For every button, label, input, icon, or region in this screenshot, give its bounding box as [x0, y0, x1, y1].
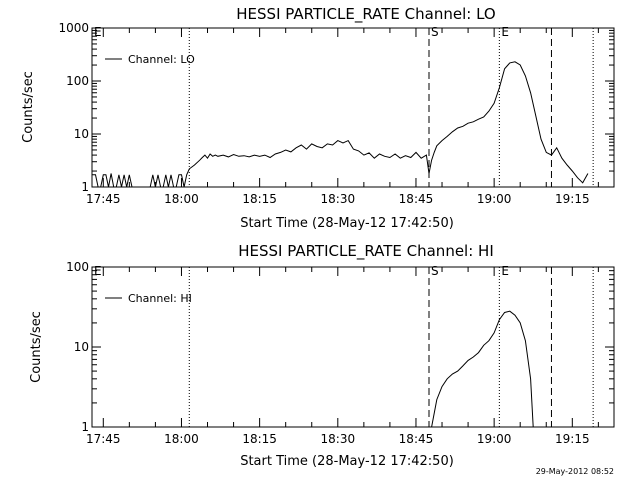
y-tick-label: 100 [66, 74, 89, 88]
x-axis-label: Start Time (28-May-12 17:42:50) [240, 454, 454, 469]
series-line [431, 310, 534, 428]
series-layer [92, 61, 589, 188]
x-tick-label: 17:45 [86, 432, 121, 446]
legend: Channel: HI [105, 292, 192, 305]
marker-label: S [431, 25, 439, 39]
axis-ticks: 1 10 100 17:45 18:00 18:15 18:30 18:45 19:00 19:1… [66, 260, 614, 446]
y-axis-label: Counts/sec [21, 71, 36, 143]
plot-frame [91, 266, 615, 428]
chart-panel-hi: HESSI PARTICLE_RATE Channel: HI Counts/s… [29, 242, 615, 469]
marker-lines [91, 28, 594, 187]
x-tick-label: 18:30 [321, 432, 356, 446]
y-axis-label: Counts/sec [29, 311, 44, 383]
plot-frame [91, 27, 615, 188]
y-tick-label: 10 [74, 340, 89, 354]
legend: Channel: LO [105, 53, 195, 66]
y-tick-label: 100 [66, 260, 89, 274]
x-tick-label: 19:15 [555, 192, 590, 206]
legend-label-lo: Channel: LO [128, 53, 195, 66]
x-tick-label: 17:45 [86, 192, 121, 206]
chart-title: HESSI PARTICLE_RATE Channel: LO [236, 5, 495, 24]
y-tick-label: 10 [74, 127, 89, 141]
marker-label: S [431, 264, 439, 278]
x-axis-label: Start Time (28-May-12 17:42:50) [240, 216, 454, 231]
y-tick-label: 1000 [58, 21, 89, 35]
x-tick-label: 18:00 [164, 192, 199, 206]
y-tick-label: 1 [81, 180, 89, 194]
chart-panel-lo: HESSI PARTICLE_RATE Channel: LO Counts/s… [21, 5, 615, 231]
x-tick-label: 19:15 [555, 432, 590, 446]
marker-label: E [94, 25, 102, 39]
chart-title: HESSI PARTICLE_RATE Channel: HI [238, 242, 494, 261]
x-tick-label: 19:00 [477, 192, 512, 206]
x-tick-label: 18:15 [242, 192, 277, 206]
x-tick-label: 18:15 [242, 432, 277, 446]
x-tick-label: 18:00 [164, 432, 199, 446]
x-tick-label: 18:30 [321, 192, 356, 206]
x-tick-label: 19:00 [477, 432, 512, 446]
marker-label: E [501, 25, 509, 39]
legend-label-hi: Channel: HI [128, 292, 192, 305]
series-line [92, 61, 589, 188]
x-tick-label: 18:45 [399, 192, 434, 206]
series-layer [431, 310, 534, 428]
marker-lines [91, 267, 594, 427]
x-tick-label: 18:45 [399, 432, 434, 446]
axis-ticks: 1 10 100 1000 17:45 18:00 18:15 18:30 18:45 19:00… [58, 21, 614, 206]
footer-timestamp: 29-May-2012 08:52 [536, 467, 614, 476]
y-tick-label: 1 [81, 420, 89, 434]
marker-label: E [94, 264, 102, 278]
marker-label: E [501, 264, 509, 278]
